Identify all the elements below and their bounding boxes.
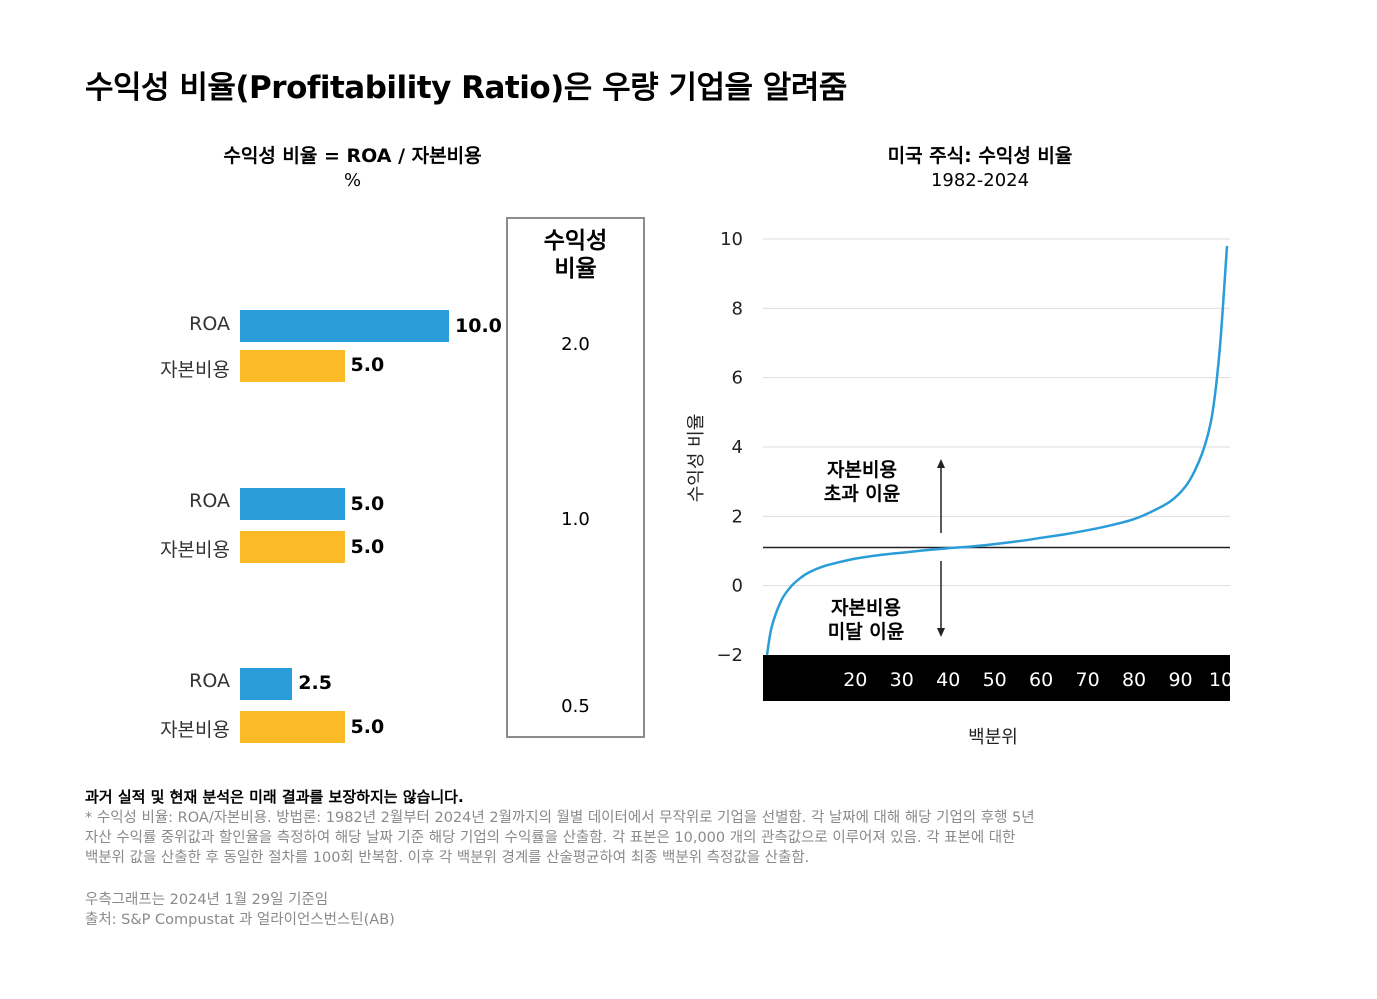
footnote-line: 백분위 값을 산출한 후 동일한 절차를 100회 반복함. 이후 각 백분위 … [85,850,810,866]
y-tick-labels: 10 8 6 4 2 0 −2 [716,229,743,666]
source-note: 출처: S&P Compustat 과 얼라이언스번스틴(AB) [85,912,395,928]
cost-label: 자본비용 [160,359,230,381]
cost-bar [240,350,345,382]
roa-value-label: 2.5 [298,672,332,694]
footnote-line: 자산 수익률 중위값과 할인율을 측정하여 해당 날짜 기준 해당 기업의 수익… [85,830,1016,846]
x-tick-label: 20 [843,669,867,691]
roa-bar [240,668,293,700]
x-tick-label: 70 [1076,669,1100,691]
x-tick-label: 80 [1122,669,1146,691]
cost-value-label: 5.0 [350,354,385,376]
cost-label: 자본비용 [160,539,230,561]
ratio-header-line2: 비율 [554,256,597,282]
arrow-up-head-icon [937,459,945,468]
y-tick-label: 8 [732,298,743,319]
profitability-curve [765,245,1229,656]
ratio-value: 2.0 [561,334,590,355]
x-tick-label: 100 [1209,669,1245,691]
ratio-value: 0.5 [561,696,590,717]
x-tick-label: 30 [890,669,914,691]
date-note: 우측그래프는 2024년 1월 29일 기준임 [85,892,329,908]
x-tick-label: 40 [936,669,960,691]
roa-value-label: 10.0 [455,315,502,337]
ratio-value: 1.0 [561,509,590,530]
cost-label: 자본비용 [160,719,230,741]
cost-bar [240,711,345,743]
y-tick-label: 10 [720,229,743,250]
notes-section: 과거 실적 및 현재 분석은 미래 결과를 보장하지는 않습니다. * 수익성 … [85,786,1285,930]
y-tick-label: 2 [732,506,743,527]
x-tick-label: 90 [1168,669,1192,691]
x-tick-label: 60 [1029,669,1053,691]
y-tick-label: −2 [716,645,743,666]
annotation-above-line1: 자본비용 [827,459,897,481]
y-tick-label: 4 [732,437,743,458]
gridlines [763,238,1230,587]
ratio-header-line1: 수익성 [543,228,608,254]
annotation-below-line1: 자본비용 [831,597,901,619]
roa-label: ROA [189,670,230,692]
annotation-below-line2: 미달 이윤 [828,621,905,643]
x-tick-labels: 20 30 40 50 60 70 80 90 100 [843,669,1245,691]
x-tick-label: 50 [983,669,1007,691]
cost-value-label: 5.0 [350,536,385,558]
page-title: 수익성 비율(Profitability Ratio)은 우량 기업을 알려줌 [85,70,847,106]
right-chart-subtitle: 1982-2024 [930,170,1030,191]
y-tick-label: 0 [732,576,743,597]
left-chart-unit: % [343,170,362,191]
footnote-line: * 수익성 비율: ROA/자본비용. 방법론: 1982년 2월부터 2024… [85,810,1035,826]
arrow-down-head-icon [937,628,945,637]
roa-label: ROA [189,490,230,512]
roa-bar [240,310,449,342]
right-chart-title: 미국 주식: 수익성 비율 [887,145,1073,167]
ratio-box [506,217,645,738]
y-axis-label: 수익성 비율 [686,414,707,503]
roa-bar [240,488,345,520]
annotation-above-line2: 초과 이윤 [824,483,901,505]
y-tick-label: 6 [732,368,743,389]
cost-bar [240,531,345,563]
cost-value-label: 5.0 [350,716,385,738]
x-axis-band [763,655,1230,701]
roa-label: ROA [189,313,230,335]
disclaimer: 과거 실적 및 현재 분석은 미래 결과를 보장하지는 않습니다. [85,788,464,806]
left-chart-title: 수익성 비율 = ROA / 자본비용 [223,145,482,167]
x-axis-label: 백분위 [968,727,1018,748]
roa-value-label: 5.0 [350,493,385,515]
